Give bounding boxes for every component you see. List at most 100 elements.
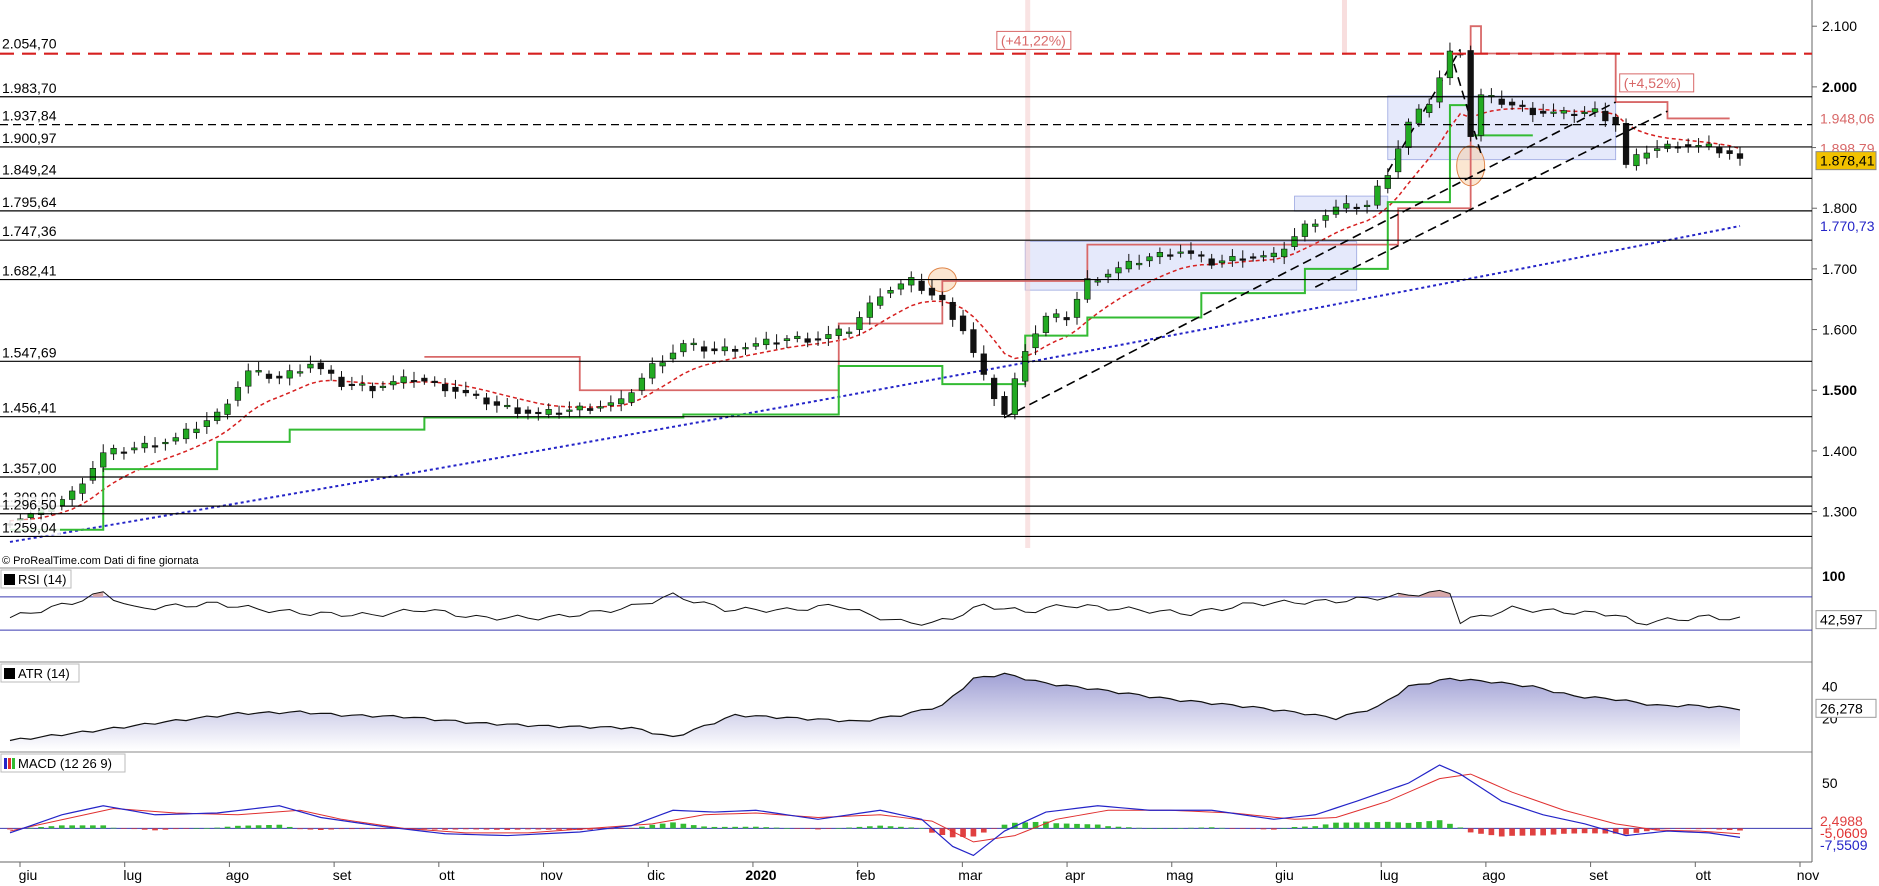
candle — [887, 290, 894, 294]
level-label: 1.547,69 — [2, 344, 57, 360]
macd-histogram-bar — [618, 828, 625, 829]
candle — [1270, 252, 1277, 258]
annotation-text: (+4,52%) — [1624, 75, 1681, 91]
macd-histogram-bar — [1602, 828, 1609, 834]
macd-histogram-bar — [1001, 824, 1008, 829]
candle — [1560, 110, 1568, 114]
macd-histogram-bar — [659, 823, 666, 829]
candle — [628, 392, 635, 403]
macd-histogram-bar — [162, 828, 169, 830]
level-label-bg — [0, 496, 60, 513]
macd-histogram-bar — [183, 828, 189, 829]
macd-histogram-bar — [711, 826, 718, 829]
macd-histogram-bar — [203, 827, 210, 829]
candle — [752, 343, 760, 347]
macd-histogram-bar — [79, 825, 86, 829]
price-tick-label: 2.100 — [1822, 18, 1857, 34]
macd-histogram-bar — [918, 828, 925, 829]
macd-histogram-bar — [866, 826, 873, 829]
macd-histogram-bar — [742, 826, 749, 829]
macd-histogram-bar — [1561, 828, 1567, 834]
macd-histogram-bar — [452, 828, 459, 830]
macd-histogram-bar — [1706, 828, 1712, 830]
macd-histogram-bar — [504, 828, 511, 830]
rsi-panel: 100 42,597 — [0, 568, 1877, 631]
level-label-bg — [0, 161, 60, 178]
macd-histogram-bar — [1229, 828, 1236, 829]
candle — [845, 331, 853, 334]
price-tick-label: 1.700 — [1822, 261, 1857, 277]
macd-histogram-bar — [701, 826, 707, 829]
macd-histogram-bar — [1063, 823, 1070, 829]
macd-histogram-bar — [286, 826, 293, 829]
macd-histogram-bar — [1550, 828, 1557, 835]
level-label: 1.456,41 — [2, 400, 57, 416]
candle — [700, 346, 708, 352]
macd-histogram-bar — [1581, 828, 1588, 834]
candle — [1115, 267, 1122, 274]
candle — [452, 386, 459, 392]
macd-histogram-bar — [1519, 828, 1526, 836]
ema-line — [9, 107, 1741, 522]
candle — [1063, 317, 1070, 321]
trail-green-line — [10, 104, 1533, 531]
macd-histogram-bar — [1633, 828, 1640, 833]
candle — [265, 373, 273, 379]
candle — [1508, 101, 1516, 106]
candle — [566, 409, 573, 412]
candle — [276, 375, 283, 379]
rsi-tick-label: 100 — [1822, 568, 1846, 584]
candle — [1312, 223, 1319, 227]
candle — [141, 442, 148, 449]
candle — [1716, 147, 1723, 154]
x-tick-label: lug — [1380, 867, 1399, 883]
candle — [1477, 94, 1485, 136]
candle — [493, 401, 501, 406]
macd-histogram-bar — [732, 826, 738, 829]
candle — [721, 346, 728, 352]
macd-histogram-bar — [721, 826, 728, 829]
level-label: 1.849,24 — [2, 161, 57, 177]
candle — [908, 277, 915, 286]
macd-histogram-bar — [1447, 823, 1453, 829]
macd-histogram-bar — [1260, 828, 1267, 830]
level-label-bg — [0, 129, 60, 146]
macd-histogram-bar — [1592, 828, 1598, 834]
candle — [410, 380, 418, 383]
macd-histogram-bar — [1105, 826, 1111, 829]
level-label: 1.259,04 — [2, 519, 57, 535]
candle — [1260, 255, 1267, 258]
macd-histogram-bar — [1188, 827, 1194, 829]
macd-histogram-bar — [1012, 822, 1018, 829]
candle — [338, 376, 345, 387]
rsi-overbought-fill — [1398, 590, 1450, 597]
macd-histogram-bar — [1157, 828, 1163, 829]
candle — [856, 317, 863, 330]
annotation: (+4,52%) — [1619, 73, 1695, 93]
x-tick-label: mag — [1166, 867, 1193, 883]
macd-histogram-bar — [1374, 822, 1381, 829]
macd-histogram-bar — [991, 828, 997, 829]
macd-histogram-bar — [317, 828, 324, 830]
level-label: 1.900,97 — [2, 130, 57, 146]
candle — [680, 343, 687, 353]
candle — [1612, 116, 1619, 125]
macd-histogram-bar — [1084, 824, 1091, 829]
resistance-label-bg — [0, 35, 62, 52]
rsi-title-text: RSI (14) — [18, 572, 66, 587]
sma200-line — [9, 225, 1741, 543]
macd-histogram-bar — [1612, 828, 1619, 834]
macd-histogram-bar — [639, 826, 645, 829]
macd-histogram-bar — [929, 828, 935, 833]
candle — [1073, 298, 1081, 318]
macd-histogram-bar — [846, 827, 852, 829]
macd-histogram-bar — [628, 828, 635, 829]
macd-histogram-bar — [1136, 827, 1142, 829]
macd-histogram-bar — [69, 825, 75, 829]
level-label-bg — [0, 399, 60, 416]
candle — [897, 283, 905, 290]
macd-histogram-bar — [1312, 826, 1319, 829]
macd-histogram-bar — [815, 828, 821, 830]
macd-histogram-bar — [514, 828, 521, 830]
candle — [1053, 313, 1060, 318]
